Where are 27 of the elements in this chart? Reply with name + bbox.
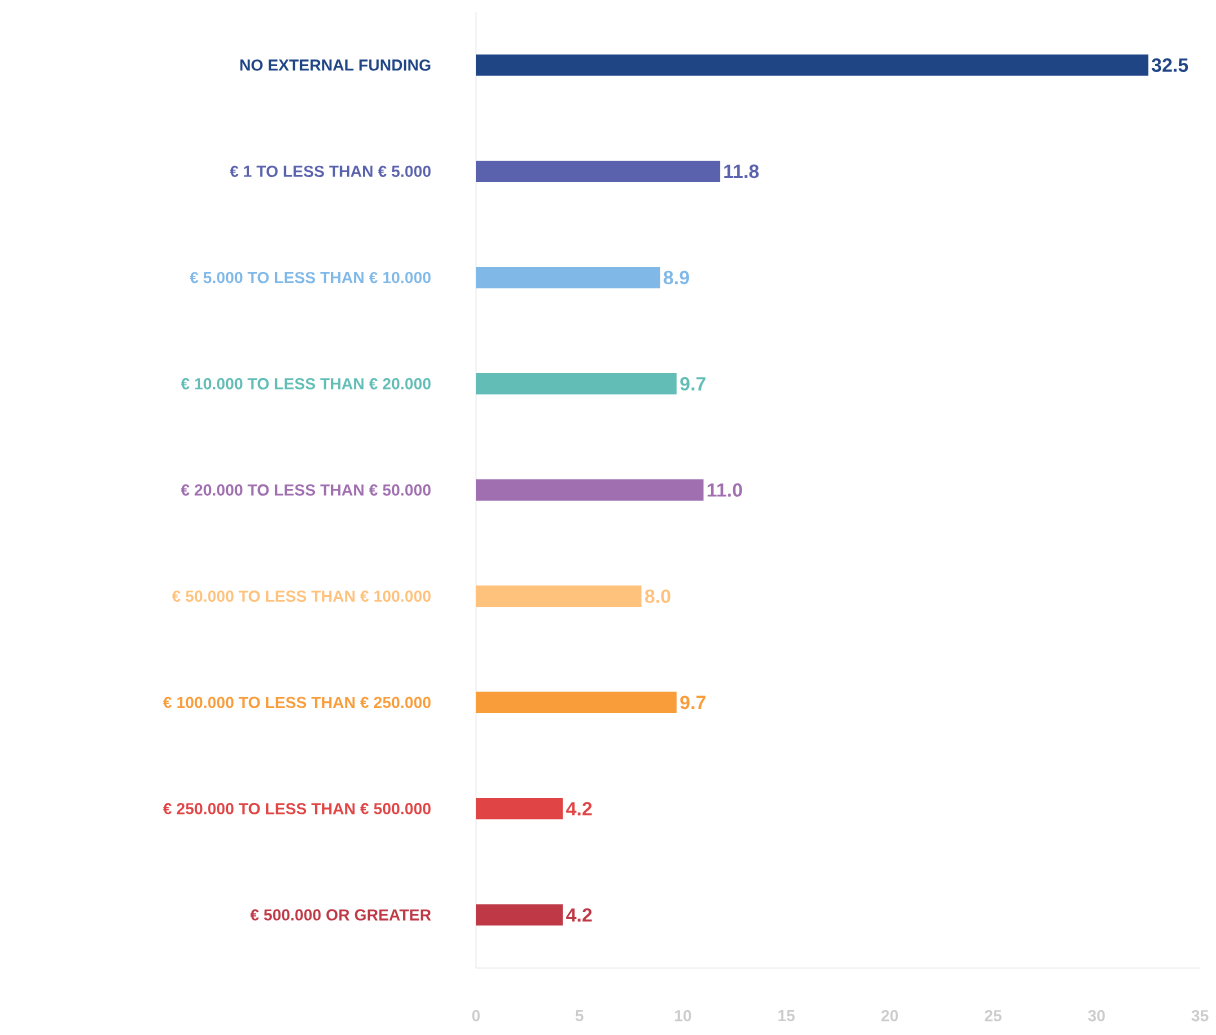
y-tick-label: € 20.000 TO LESS THAN € 50.000	[180, 484, 431, 496]
bar	[476, 373, 677, 395]
data-label: 32.5	[1151, 58, 1189, 73]
y-tick-label: € 5.000 TO LESS THAN € 10.000	[189, 272, 431, 284]
bar	[476, 585, 642, 608]
bar	[476, 904, 563, 926]
y-tick-label: € 500.000 OR GREATER	[250, 909, 431, 921]
bar	[476, 479, 704, 501]
data-label: 8.0	[645, 589, 671, 604]
bar	[476, 160, 721, 183]
y-tick-label: € 50.000 TO LESS THAN € 100.000	[171, 590, 431, 603]
y-tick-label: NO EXTERNAL FUNDING	[240, 59, 431, 71]
y-tick-label: € 1 TO LESS THAN € 5.000	[229, 165, 431, 178]
y-tick-label: € 250.000 TO LESS THAN € 500.000	[163, 803, 431, 815]
y-tick-label: € 10.000 TO LESS THAN € 20.000	[180, 378, 431, 390]
data-label: 9.7	[680, 695, 706, 710]
bar	[476, 267, 661, 289]
y-tick-label: € 100.000 TO LESS THAN € 250.000	[163, 696, 431, 709]
data-label: 11.0	[707, 483, 742, 497]
data-label: 4.2	[566, 908, 592, 922]
data-label: 4.2	[566, 802, 592, 816]
data-label: 9.7	[680, 377, 706, 391]
bar	[476, 798, 563, 820]
data-label: 8.9	[663, 270, 690, 285]
bar	[476, 691, 677, 714]
bar	[476, 54, 1149, 76]
data-label: 11.8	[724, 164, 759, 179]
